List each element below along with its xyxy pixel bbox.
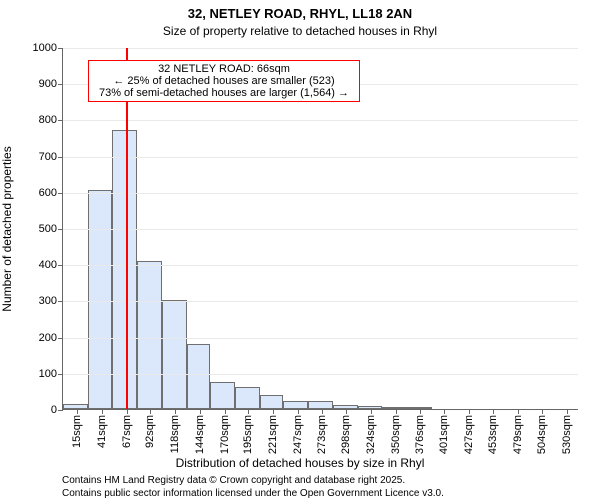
ytick-label: 300	[39, 295, 63, 307]
xtick-mark	[346, 409, 347, 414]
xtick-label: 41sqm	[96, 415, 108, 448]
ytick-label: 0	[51, 404, 63, 416]
xtick-mark	[493, 409, 494, 414]
y-axis-label: Number of detached properties	[0, 146, 14, 311]
histogram-bar	[187, 344, 211, 409]
ytick-label: 1000	[33, 42, 63, 54]
xtick-mark	[248, 409, 249, 414]
plot-area: 0100200300400500600700800900100015sqm41s…	[62, 48, 578, 410]
gridline	[63, 193, 578, 194]
histogram-bar	[162, 300, 187, 409]
histogram-bar	[88, 190, 113, 409]
xtick-label: 504sqm	[536, 415, 548, 454]
xtick-label: 67sqm	[121, 415, 133, 448]
xtick-mark	[396, 409, 397, 414]
chart-title: 32, NETLEY ROAD, RHYL, LL18 2AN	[0, 6, 600, 21]
ytick-label: 400	[39, 259, 63, 271]
xtick-label: 453sqm	[487, 415, 499, 454]
xtick-mark	[77, 409, 78, 414]
xtick-label: 15sqm	[71, 415, 83, 448]
histogram-bar	[210, 382, 235, 409]
xtick-mark	[518, 409, 519, 414]
xtick-label: 401sqm	[438, 415, 450, 454]
xtick-mark	[102, 409, 103, 414]
gridline	[63, 157, 578, 158]
credit-line: Contains HM Land Registry data © Crown c…	[62, 475, 405, 486]
xtick-mark	[420, 409, 421, 414]
ytick-label: 600	[39, 187, 63, 199]
xtick-label: 144sqm	[194, 415, 206, 454]
gridline	[63, 120, 578, 121]
xtick-mark	[298, 409, 299, 414]
x-axis-label: Distribution of detached houses by size …	[0, 456, 600, 470]
gridline	[63, 374, 578, 375]
xtick-label: 324sqm	[365, 415, 377, 454]
xtick-mark	[200, 409, 201, 414]
histogram-bar	[260, 395, 284, 409]
gridline	[63, 48, 578, 49]
xtick-mark	[150, 409, 151, 414]
ytick-label: 800	[39, 114, 63, 126]
xtick-mark	[371, 409, 372, 414]
xtick-mark	[444, 409, 445, 414]
gridline	[63, 265, 578, 266]
annotation-line: 32 NETLEY ROAD: 66sqm	[95, 63, 353, 75]
property-marker-line	[126, 48, 128, 409]
xtick-label: 92sqm	[144, 415, 156, 448]
xtick-mark	[127, 409, 128, 414]
chart-subtitle: Size of property relative to detached ho…	[0, 24, 600, 38]
ytick-label: 900	[39, 78, 63, 90]
gridline	[63, 229, 578, 230]
annotation-line: 73% of semi-detached houses are larger (…	[95, 87, 353, 99]
xtick-label: 530sqm	[561, 415, 573, 454]
xtick-label: 427sqm	[463, 415, 475, 454]
ytick-label: 200	[39, 332, 63, 344]
xtick-mark	[322, 409, 323, 414]
chart-frame: 32, NETLEY ROAD, RHYL, LL18 2AN Size of …	[0, 0, 600, 500]
xtick-mark	[175, 409, 176, 414]
annotation-box: 32 NETLEY ROAD: 66sqm← 25% of detached h…	[88, 60, 360, 102]
xtick-label: 479sqm	[512, 415, 524, 454]
ytick-label: 700	[39, 151, 63, 163]
xtick-mark	[567, 409, 568, 414]
histogram-bar	[63, 404, 88, 409]
ytick-label: 100	[39, 368, 63, 380]
histogram-bar	[283, 401, 308, 409]
xtick-mark	[225, 409, 226, 414]
annotation-line: ← 25% of detached houses are smaller (52…	[95, 75, 353, 87]
xtick-label: 376sqm	[414, 415, 426, 454]
xtick-label: 118sqm	[169, 415, 181, 453]
xtick-mark	[469, 409, 470, 414]
xtick-mark	[273, 409, 274, 414]
xtick-label: 298sqm	[340, 415, 352, 454]
gridline	[63, 301, 578, 302]
histogram-bar	[308, 401, 333, 409]
histogram-bar	[235, 387, 260, 409]
xtick-label: 170sqm	[219, 415, 231, 454]
xtick-label: 247sqm	[292, 415, 304, 454]
xtick-label: 350sqm	[390, 415, 402, 454]
xtick-label: 221sqm	[267, 415, 279, 454]
xtick-mark	[542, 409, 543, 414]
xtick-label: 195sqm	[242, 415, 254, 454]
credit-line: Contains public sector information licen…	[62, 488, 444, 499]
xtick-label: 273sqm	[316, 415, 328, 454]
histogram-bar	[137, 261, 162, 409]
ytick-label: 500	[39, 223, 63, 235]
gridline	[63, 338, 578, 339]
